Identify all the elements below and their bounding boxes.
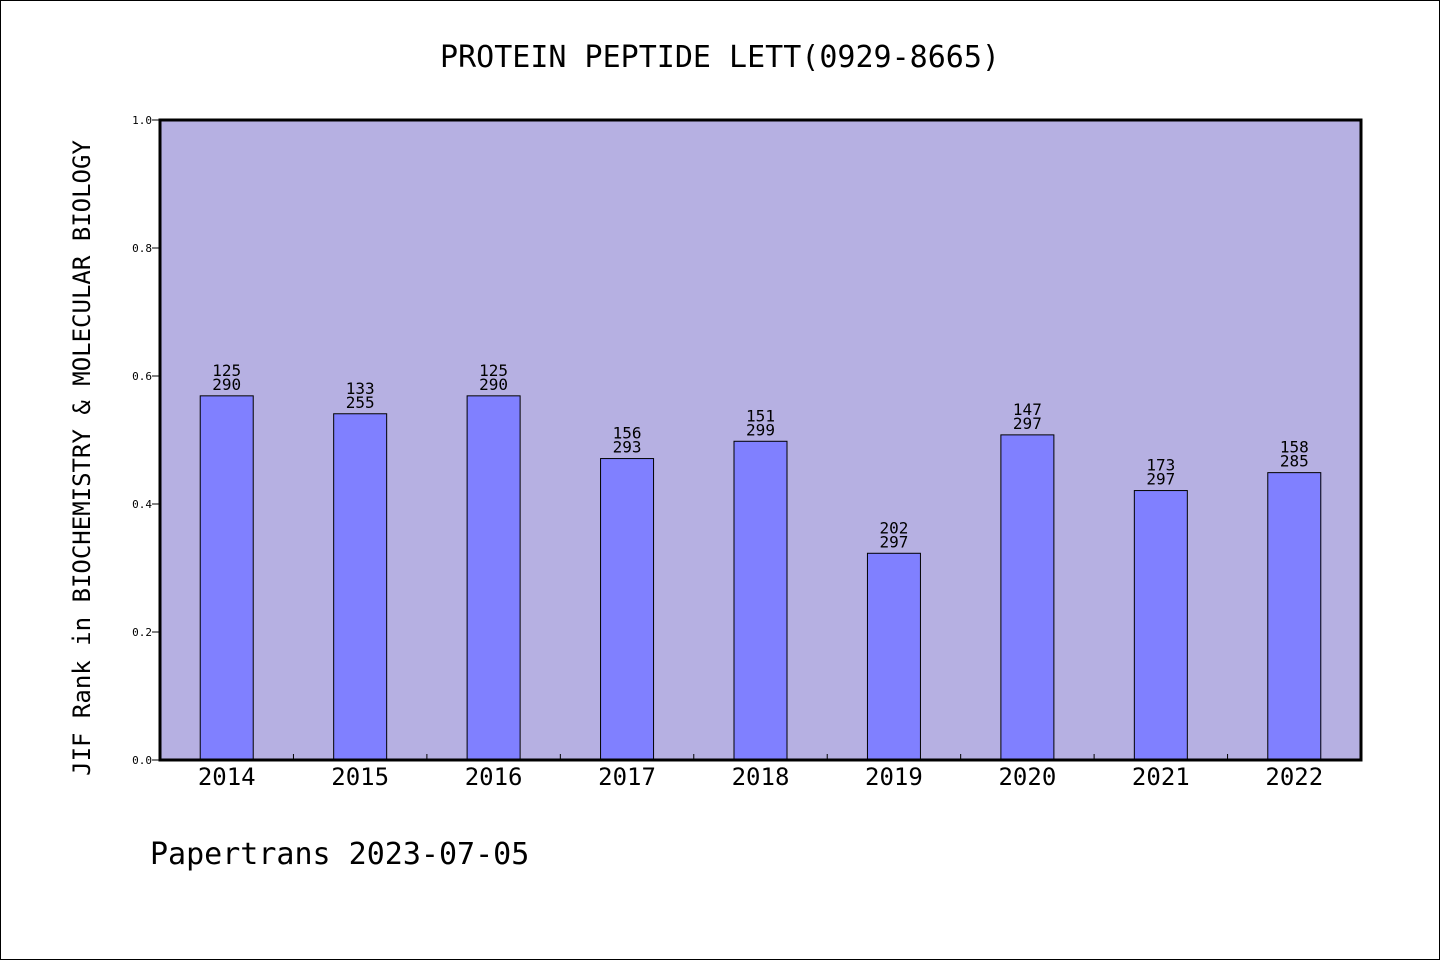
plot-border xyxy=(158,118,1363,762)
bars xyxy=(199,395,1322,761)
bar-2021 xyxy=(1133,490,1188,761)
bar-2015 xyxy=(333,413,388,761)
bar-rank-label: 125 xyxy=(479,361,508,380)
bar-total-label: 290 xyxy=(212,375,241,394)
x-tick-label: 2021 xyxy=(1132,763,1190,791)
bar-2022 xyxy=(1267,472,1322,761)
bar-2014 xyxy=(199,395,254,761)
bar-rank-label: 158 xyxy=(1280,438,1309,457)
bar-rank-label: 156 xyxy=(613,424,642,443)
x-tick-label: 2020 xyxy=(998,763,1056,791)
bar-rank-label: 151 xyxy=(746,406,775,425)
bar-2018 xyxy=(733,440,788,761)
bar-total-label: 255 xyxy=(346,393,375,412)
y-tick-label: 0.6 xyxy=(132,370,152,383)
x-tick-label: 2015 xyxy=(331,763,389,791)
y-tick-label: 0.8 xyxy=(132,242,152,255)
bar-rank-label: 147 xyxy=(1013,400,1042,419)
x-tick-label: 2016 xyxy=(465,763,523,791)
y-axis-ticks: 0.0 0.2 0.4 0.6 0.8 1.0 xyxy=(132,114,160,767)
bar-rank-label: 133 xyxy=(346,379,375,398)
x-axis-tick-labels: 2014 2015 2016 2017 2018 2019 2020 2021 2022 xyxy=(198,763,1323,791)
bar-2017 xyxy=(600,458,655,761)
footer-watermark: Papertrans 2023-07-05 xyxy=(150,837,529,872)
bar-total-label: 290 xyxy=(479,375,508,394)
x-tick-label: 2022 xyxy=(1265,763,1323,791)
bar-rank-label: 202 xyxy=(879,518,908,537)
bar-total-label: 293 xyxy=(613,438,642,457)
bar-total-label: 299 xyxy=(746,420,775,439)
y-tick-label: 0.2 xyxy=(132,626,152,639)
x-tick-label: 2018 xyxy=(732,763,790,791)
bar-total-label: 297 xyxy=(879,532,908,551)
x-tick-label: 2019 xyxy=(865,763,923,791)
y-tick-label: 0.0 xyxy=(132,754,152,767)
bar-total-label: 285 xyxy=(1280,452,1309,471)
bar-rank-label: 125 xyxy=(212,361,241,380)
y-tick-label: 0.4 xyxy=(132,498,152,511)
y-axis-label: JIF Rank in BIOCHEMISTRY & MOLECULAR BIO… xyxy=(68,140,96,776)
bar-total-label: 297 xyxy=(1013,414,1042,433)
x-tick-label: 2014 xyxy=(198,763,256,791)
chart-title: PROTEIN PEPTIDE LETT(0929-8665) xyxy=(440,40,1000,75)
y-tick-label: 1.0 xyxy=(132,114,152,127)
bar-2020 xyxy=(1000,434,1055,761)
bar-total-label: 297 xyxy=(1146,470,1175,489)
bar-2016 xyxy=(466,395,521,761)
bar-2019 xyxy=(866,552,921,761)
bar-rank-label: 173 xyxy=(1146,456,1175,475)
x-tick-label: 2017 xyxy=(598,763,656,791)
